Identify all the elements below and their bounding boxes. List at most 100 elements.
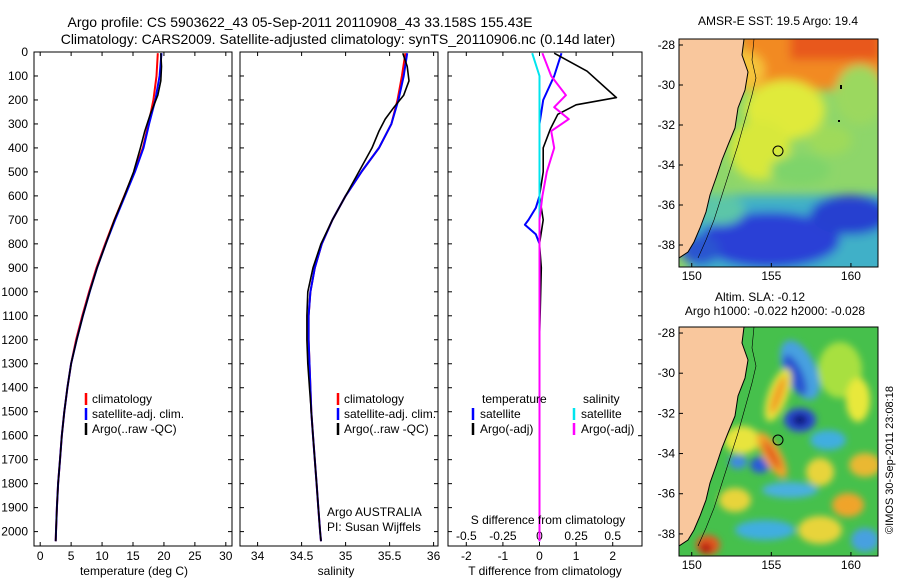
lat-tick-label: -30 <box>658 366 676 380</box>
x-tick-label: 34 <box>251 549 265 563</box>
legend-label: climatology <box>344 392 404 406</box>
lon-tick-label: 160 <box>841 269 861 283</box>
lat-tick-label: -30 <box>658 78 676 92</box>
sst-map-title: AMSR-E SST: 19.5 Argo: 19.4 <box>698 14 858 28</box>
lat-tick-label: -38 <box>658 527 676 541</box>
salinity-lines <box>306 52 410 542</box>
lon-tick-label: 160 <box>841 558 861 572</box>
sla-map-title2: Argo h1000: -0.022 h2000: -0.028 <box>685 304 865 318</box>
x-tick-label: 15 <box>126 549 140 563</box>
depth-tick-label: 1500 <box>1 405 28 419</box>
depth-tick-label: 1100 <box>2 309 28 323</box>
depth-tick-label: 900 <box>8 261 28 275</box>
legend-title-temperature: temperature <box>482 392 547 406</box>
x-tick-label: 34.5 <box>290 549 314 563</box>
difference-xlabel: T difference from climatology <box>468 564 622 578</box>
figure-title-line2: Climatology: CARS2009. Satellite-adjuste… <box>61 31 616 47</box>
x-tick-label: 0 <box>37 549 44 563</box>
difference-lines <box>523 52 618 542</box>
legend-title-salinity: salinity <box>583 392 620 406</box>
sst-map-frame <box>678 38 879 268</box>
argo-float-marker <box>772 145 784 157</box>
depth-tick-label: 300 <box>8 117 28 131</box>
argo-agency-label: Argo AUSTRALIA <box>327 505 422 519</box>
x-tick-label: 10 <box>95 549 109 563</box>
temperature-panel-frame <box>33 51 233 547</box>
x-tick-label: 36 <box>427 549 441 563</box>
sla-map-title1: Altim. SLA: -0.12 <box>715 290 805 304</box>
lon-tick-label: 155 <box>761 269 781 283</box>
temperature-legend: climatology satellite-adj. clim. Argo(..… <box>84 392 184 436</box>
series-line-salinity-satellite <box>531 52 541 542</box>
legend-label: satellite-adj. clim. <box>92 407 184 421</box>
lat-tick-label: -36 <box>658 487 676 501</box>
top-x-tick-label: 0.5 <box>604 529 621 543</box>
depth-tick-label: 1900 <box>1 501 28 515</box>
depth-tick-label: 400 <box>8 141 28 155</box>
depth-tick-label: 1200 <box>1 333 28 347</box>
argo-float-marker <box>772 434 784 446</box>
top-x-tick-label: -0.5 <box>456 529 477 543</box>
depth-tick-label: 1400 <box>1 381 28 395</box>
x-tick-label: 35.5 <box>378 549 402 563</box>
temperature-xlabel: temperature (deg C) <box>80 564 188 578</box>
legend-label: Argo(..raw -QC) <box>344 422 429 436</box>
sst-map <box>679 39 878 267</box>
x-tick-label: 30 <box>219 549 233 563</box>
argo-pi-label: PI: Susan Wijffels <box>327 520 421 534</box>
x-tick-label: 1 <box>573 549 580 563</box>
legend-label: Argo(-adj) <box>581 422 634 436</box>
x-tick-label: -2 <box>461 549 472 563</box>
lat-tick-label: -32 <box>658 118 676 132</box>
depth-axis: 0 100 200 300 400 500 600 700 800 900 1000 1100 1200… <box>1 45 642 539</box>
lat-tick-label: -32 <box>658 406 676 420</box>
depth-tick-label: 500 <box>8 165 28 179</box>
x-tick-label: 5 <box>68 549 75 563</box>
figure-title-line1: Argo profile: CS 5903622_43 05-Sep-2011 … <box>68 14 533 30</box>
lat-tick-label: -28 <box>658 326 676 340</box>
x-tick-label: 25 <box>188 549 202 563</box>
difference-legend: temperature salinity satellite Argo(-adj… <box>471 392 634 436</box>
legend-label: climatology <box>92 392 152 406</box>
temperature-lines <box>54 53 163 542</box>
top-x-tick-label: 0.25 <box>564 529 588 543</box>
x-axes: 0 5 10 15 20 25 30 34 34.5 35 35.5 36 -2 -1 0 1 2 -0.5 -0.… <box>37 52 621 563</box>
depth-tick-label: 1600 <box>1 429 28 443</box>
lon-tick-label: 155 <box>761 558 781 572</box>
sst-map-axes: 150 155 160 -28 -30 -32 -34 -36 -38 <box>658 38 862 283</box>
sla-map-axes: 150 155 160 -28 -30 -32 -34 -36 -38 <box>658 326 862 572</box>
depth-tick-label: 800 <box>8 237 28 251</box>
series-line-salinity-argo-adj- <box>538 52 570 542</box>
lat-tick-label: -38 <box>658 238 676 252</box>
imos-credit: ©IMOS 30-Sep-2011 23:08:18 <box>884 386 896 534</box>
difference-toplabel: S difference from climatology <box>471 513 626 527</box>
series-line-argo-raw-qc- <box>54 53 163 542</box>
depth-tick-label: 700 <box>8 213 28 227</box>
legend-label: Argo(-adj) <box>480 422 533 436</box>
depth-tick-label: 200 <box>8 93 28 107</box>
depth-tick-label: 600 <box>8 189 28 203</box>
depth-tick-label: 0 <box>21 45 28 59</box>
lat-tick-label: -36 <box>658 198 676 212</box>
sla-map <box>679 327 878 556</box>
depth-tick-label: 1000 <box>1 285 28 299</box>
legend-label: Argo(..raw -QC) <box>92 422 177 436</box>
lon-tick-label: 150 <box>682 269 702 283</box>
depth-tick-label: 2000 <box>1 525 28 539</box>
legend-label: satellite <box>480 407 521 421</box>
depth-tick-label: 1800 <box>1 477 28 491</box>
salinity-xlabel: salinity <box>318 564 355 578</box>
x-tick-label: 0 <box>536 549 543 563</box>
x-tick-label: 35 <box>339 549 353 563</box>
salinity-legend: climatology satellite-adj. clim. Argo(..… <box>336 392 436 436</box>
x-tick-label: -1 <box>498 549 509 563</box>
depth-tick-label: 100 <box>8 69 28 83</box>
lon-tick-label: 150 <box>682 558 702 572</box>
sla-map-frame <box>678 326 879 557</box>
salinity-panel-frame <box>239 51 439 547</box>
x-tick-label: 20 <box>157 549 171 563</box>
lat-tick-label: -34 <box>658 158 676 172</box>
top-x-tick-label: -0.25 <box>489 529 517 543</box>
series-line-argo-raw-qc- <box>306 52 410 542</box>
